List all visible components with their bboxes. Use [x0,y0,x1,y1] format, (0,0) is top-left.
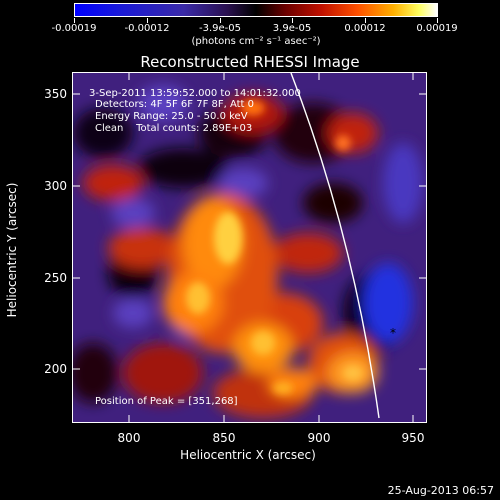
colorbar-tick [220,18,221,23]
y-tick-label: 350 [44,87,67,101]
reconstructed-image: * [73,73,426,422]
energy-range: Energy Range: 25.0 - 50.0 keV [95,111,248,122]
colorbar-unit: (photons cm⁻² s⁻¹ asec⁻²) [191,36,321,47]
detectors: Detectors: 4F 5F 6F 7F 8F, Att 0 [95,99,255,110]
colorbar-tick [437,18,438,23]
y-tick-label: 300 [44,179,67,193]
colorbar-tick [74,18,75,23]
x-tick-label: 800 [117,431,141,445]
x-axis-label: Heliocentric X (arcsec) [180,448,316,462]
x-tick-label: 950 [401,431,425,445]
plot-title: Reconstructed RHESSI Image [140,53,360,71]
colorbar [74,3,438,17]
colorbar-label: -3.9e-05 [199,23,241,34]
x-tick-label: 850 [212,431,236,445]
colorbar-tick [292,18,293,23]
time-range: 3-Sep-2011 13:59:52.000 to 14:01:32.000 [89,88,301,99]
timestamp: 25-Aug-2013 06:57 [387,484,494,497]
algorithm-counts: Clean Total counts: 2.89E+03 [95,123,253,134]
colorbar-tick [365,18,366,23]
colorbar-label: -0.00019 [51,23,97,34]
colorbar-tick [147,18,148,23]
solar-limb [290,73,380,419]
y-tick-label: 200 [44,362,67,376]
y-axis-label: Heliocentric Y (arcsec) [5,182,19,318]
peak-position: Position of Peak = [351,268] [95,396,238,407]
colorbar-label: 3.9e-05 [272,23,312,34]
colorbar-label: 0.00012 [344,23,386,34]
colorbar-label: -0.00012 [124,23,170,34]
colorbar-label: 0.00019 [416,23,458,34]
y-tick-label: 250 [44,271,67,285]
peak-marker: * [390,326,396,340]
x-tick-label: 900 [307,431,331,445]
image-plot: * 3-Sep-2011 13:59:52.000 to 14:01:32.00… [72,72,427,423]
